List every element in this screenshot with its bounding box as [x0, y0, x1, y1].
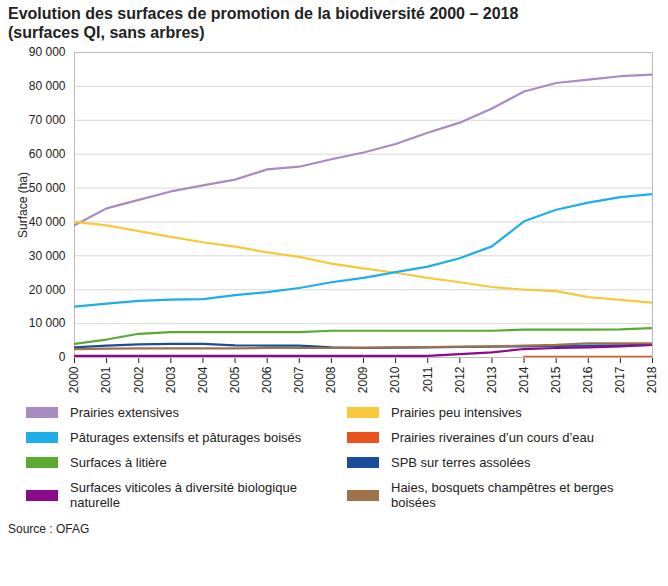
- html-text:Haies, bosquets champêtres et: Haies, bosquets champêtres et berges boi…: [391, 480, 614, 510]
- html-text:Pâturages extensifs et pâturag: Pâturages extensifs et pâturages boisés: [70, 430, 302, 445]
- svg-text:40 000: 40 000: [29, 215, 66, 229]
- svg-text:2014: 2014: [517, 366, 531, 393]
- svg-text:70 000: 70 000: [29, 113, 66, 127]
- svg-text:2004: 2004: [196, 366, 210, 393]
- html-text:Evolution des surfaces de prom: Evolution des surfaces de promotion de l…: [8, 5, 519, 41]
- svg-text:2000: 2000: [67, 366, 81, 393]
- svg-text:2013: 2013: [485, 366, 499, 393]
- html-text:Prairies extensives: Prairies extensives: [70, 405, 180, 420]
- svg-text:10 000: 10 000: [29, 316, 66, 330]
- svg-text:2005: 2005: [228, 366, 242, 393]
- svg-text:20 000: 20 000: [29, 283, 66, 297]
- html-text:SPB sur terres assolées: SPB sur terres assolées: [391, 455, 531, 470]
- svg-text:2001: 2001: [99, 366, 113, 393]
- html-text:Prairies riveraines d’un cours: Prairies riveraines d’un cours d’eau: [391, 430, 594, 445]
- svg-text:2006: 2006: [260, 366, 274, 393]
- svg-text:2002: 2002: [132, 366, 146, 393]
- svg-text:2017: 2017: [613, 366, 627, 393]
- svg-text:2007: 2007: [292, 366, 306, 393]
- svg-text:90 000: 90 000: [29, 45, 66, 59]
- svg-text:2015: 2015: [549, 366, 563, 393]
- svg-text:2016: 2016: [581, 366, 595, 393]
- svg-text:2003: 2003: [164, 366, 178, 393]
- html-text:Prairies peu intensives: Prairies peu intensives: [391, 405, 522, 420]
- svg-text:2009: 2009: [356, 366, 370, 393]
- svg-text:2011: 2011: [421, 366, 435, 392]
- svg-text:80 000: 80 000: [29, 79, 66, 93]
- html-text:Surfaces à litière: Surfaces à litière: [70, 455, 167, 470]
- html-text:Surfaces viticoles à diversité: Surfaces viticoles à diversité biologiqu…: [70, 480, 297, 510]
- svg-text:2012: 2012: [453, 366, 467, 393]
- svg-text:2010: 2010: [388, 366, 402, 393]
- svg-text:60 000: 60 000: [29, 147, 66, 161]
- svg-text:2008: 2008: [324, 366, 338, 393]
- svg-text:2018: 2018: [645, 366, 659, 393]
- svg-text:Surface (ha): Surface (ha): [16, 172, 30, 238]
- html-text:Source : OFAG: Source : OFAG: [8, 522, 90, 536]
- svg-text:50 000: 50 000: [29, 181, 66, 195]
- svg-text:0: 0: [59, 350, 66, 364]
- svg-text:30 000: 30 000: [29, 249, 66, 263]
